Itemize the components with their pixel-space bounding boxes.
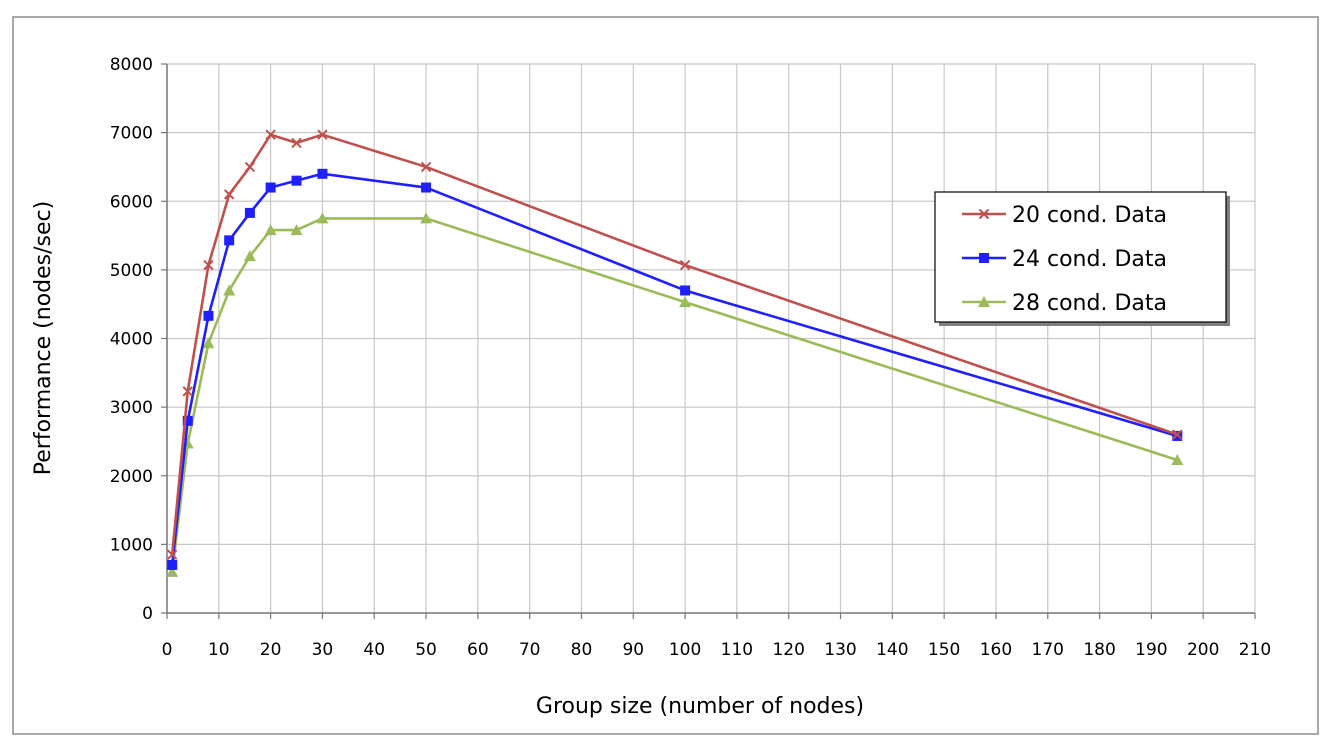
y-tick-label: 2000 bbox=[110, 467, 153, 487]
x-tick-label: 130 bbox=[824, 640, 856, 660]
data-point bbox=[203, 310, 214, 321]
data-point bbox=[265, 182, 276, 193]
data-point bbox=[291, 175, 302, 186]
x-tick-label: 50 bbox=[415, 640, 437, 660]
x-tick-label: 200 bbox=[1187, 640, 1219, 660]
y-tick-label: 0 bbox=[142, 604, 153, 624]
x-tick-label: 120 bbox=[772, 640, 804, 660]
data-point bbox=[316, 212, 329, 224]
axes: 0 10 20 30 40 50 60 70 80 90 100 110 120 130 140 150 160… bbox=[110, 55, 1271, 660]
x-tick-label: 60 bbox=[467, 640, 489, 660]
x-tick-label: 190 bbox=[1135, 640, 1167, 660]
data-point bbox=[679, 259, 691, 271]
data-point bbox=[167, 559, 178, 570]
data-point bbox=[1172, 429, 1183, 440]
x-tick-label: 0 bbox=[162, 640, 173, 660]
x-tick-label: 110 bbox=[721, 640, 753, 660]
data-point bbox=[680, 285, 691, 296]
data-point bbox=[264, 224, 277, 236]
x-tick-label: 90 bbox=[622, 640, 644, 660]
data-point bbox=[166, 549, 178, 560]
data-point bbox=[202, 337, 215, 349]
x-tick-label: 10 bbox=[208, 640, 230, 660]
legend: 20 cond. Data 24 cond. Data 28 cond. Dat… bbox=[934, 191, 1230, 326]
x-tick-label: 160 bbox=[980, 640, 1012, 660]
x-tick-label: 150 bbox=[928, 640, 960, 660]
y-tick-label: 7000 bbox=[110, 124, 153, 144]
data-point bbox=[166, 565, 179, 577]
x-tick-label: 100 bbox=[669, 640, 701, 660]
x-tick-label: 30 bbox=[312, 640, 334, 660]
data-point bbox=[203, 259, 214, 271]
data-point bbox=[224, 235, 235, 246]
y-tick-label: 6000 bbox=[110, 192, 153, 212]
y-axis-title: Performance (nodes/sec) bbox=[31, 201, 56, 475]
data-point bbox=[420, 161, 432, 173]
legend-label-24: 24 cond. Data bbox=[1012, 247, 1167, 272]
legend-marker bbox=[978, 296, 990, 307]
grid bbox=[167, 63, 1256, 613]
data-point bbox=[317, 168, 328, 179]
data-point bbox=[679, 296, 692, 308]
y-tick-label: 5000 bbox=[110, 261, 153, 281]
y-tick-label: 1000 bbox=[110, 535, 153, 555]
x-tick-label: 80 bbox=[571, 640, 593, 660]
legend-label-28: 28 cond. Data bbox=[1012, 291, 1167, 316]
x-tick-label: 140 bbox=[876, 640, 908, 660]
x-tick-label: 70 bbox=[519, 640, 541, 660]
data-point bbox=[265, 129, 276, 140]
x-tick-label: 210 bbox=[1239, 640, 1271, 660]
y-tick-label: 8000 bbox=[110, 55, 153, 75]
data-point bbox=[420, 212, 433, 224]
data-point bbox=[317, 129, 328, 140]
data-point bbox=[290, 224, 303, 236]
data-point bbox=[244, 161, 256, 173]
data-point bbox=[223, 189, 235, 200]
data-point bbox=[291, 137, 302, 149]
data-point bbox=[223, 284, 236, 296]
data-point bbox=[182, 415, 193, 426]
data-point bbox=[243, 250, 256, 262]
data-point bbox=[1171, 453, 1184, 465]
x-tick-label: 180 bbox=[1083, 640, 1115, 660]
y-tick-label: 4000 bbox=[110, 330, 153, 350]
legend-marker bbox=[978, 208, 990, 220]
x-tick-label: 20 bbox=[260, 640, 282, 660]
x-tick-label: 40 bbox=[363, 640, 385, 660]
y-tick-label: 3000 bbox=[110, 398, 153, 418]
x-axis-title: Group size (number of nodes) bbox=[536, 694, 864, 719]
legend-marker bbox=[979, 253, 989, 263]
data-point bbox=[421, 182, 432, 193]
data-point bbox=[182, 386, 193, 397]
legend-label-20: 20 cond. Data bbox=[1012, 203, 1167, 228]
x-tick-label: 170 bbox=[1032, 640, 1064, 660]
series-layer bbox=[166, 129, 1184, 577]
data-point bbox=[244, 207, 255, 218]
